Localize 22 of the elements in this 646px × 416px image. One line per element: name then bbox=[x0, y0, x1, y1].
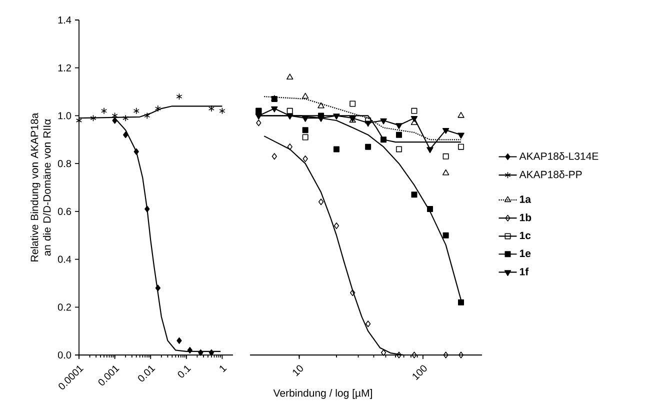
x-tick-label: 10 bbox=[292, 365, 303, 376]
legend-label: 1b bbox=[520, 214, 532, 222]
y-tick-label: 0.6 bbox=[58, 208, 72, 215]
x-tick-label: 1 bbox=[220, 366, 227, 372]
x-tick-label: 0.01 bbox=[138, 366, 156, 382]
y-tick-label: 0.8 bbox=[58, 160, 72, 168]
legend-label: 1e bbox=[520, 250, 531, 258]
legend-label: AKAP18δ-PP bbox=[519, 170, 582, 178]
legend-label: AKAP18δ-L314E bbox=[519, 152, 598, 160]
y-tick-label: 0.2 bbox=[58, 304, 71, 311]
x-axis-title: Verbindung / log [µM] bbox=[273, 389, 372, 399]
y-tick-label: 0.0 bbox=[58, 351, 72, 359]
x-tick-label: 0.1 bbox=[178, 366, 192, 378]
y-tick-label: 1.4 bbox=[58, 16, 72, 24]
legend-label: 1f bbox=[520, 268, 529, 276]
y-tick-label: 0.4 bbox=[58, 256, 72, 263]
legend-label: 1a bbox=[520, 196, 532, 203]
y-tick-label: 1.2 bbox=[58, 64, 71, 72]
y-axis-title: Relative Bindung von AKAP18a an die D/D-Domäne von RIIα bbox=[30, 112, 51, 262]
legend-label: 1c bbox=[520, 232, 531, 240]
y-tick-label: 1.0 bbox=[58, 112, 72, 120]
x-tick-label: 100 bbox=[412, 365, 427, 380]
